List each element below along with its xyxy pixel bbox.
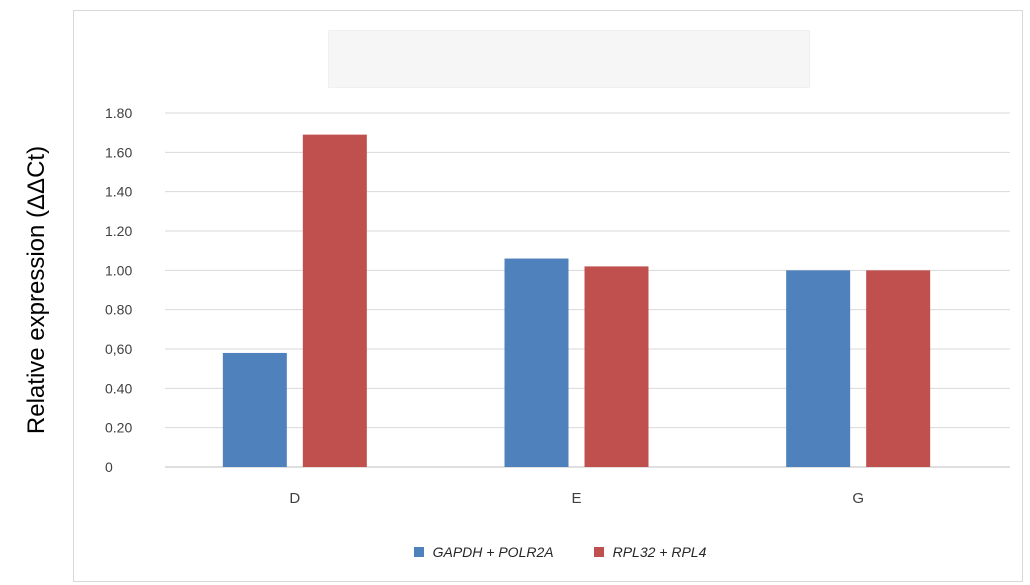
bar-d-series-1 bbox=[302, 134, 367, 467]
bar-e-series-1 bbox=[584, 266, 649, 467]
bar-g-series-1 bbox=[866, 270, 931, 467]
chart-title-box bbox=[328, 30, 810, 88]
y-tick-label: 0.40 bbox=[105, 380, 132, 396]
y-tick-label: 1.20 bbox=[105, 223, 132, 239]
y-tick-label: 0.20 bbox=[105, 420, 132, 436]
bar-d-series-0 bbox=[222, 352, 287, 467]
bar-e-series-0 bbox=[504, 258, 569, 467]
y-tick-label: 1.40 bbox=[105, 184, 132, 200]
y-tick-label: 0 bbox=[105, 459, 113, 475]
legend: GAPDH + POLR2A RPL32 + RPL4 bbox=[0, 540, 1030, 564]
x-category-label: E bbox=[571, 490, 581, 507]
legend-item-rpl32-rpl4: RPL32 + RPL4 bbox=[593, 544, 707, 560]
y-tick-label: 1.00 bbox=[105, 262, 132, 278]
x-category-label: G bbox=[852, 490, 864, 507]
x-category-label: D bbox=[289, 490, 300, 507]
legend-item-gapdh-polr2a: GAPDH + POLR2A bbox=[413, 544, 554, 560]
y-tick-label: 0,60 bbox=[105, 341, 132, 357]
bar-g-series-0 bbox=[786, 270, 851, 467]
axis-labels: 0 0.20 0.40 0,60 0.80 1.00 1.20 1.40 1.60 1.80 D E G bbox=[105, 105, 864, 507]
bars bbox=[222, 134, 931, 467]
legend-swatch-gapdh-polr2a bbox=[413, 547, 424, 557]
y-tick-label: 0.80 bbox=[105, 302, 132, 318]
y-tick-label: 1.60 bbox=[105, 144, 132, 160]
legend-label-rpl32-rpl4: RPL32 + RPL4 bbox=[612, 544, 707, 560]
legend-label-gapdh-polr2a: GAPDH + POLR2A bbox=[432, 544, 554, 560]
legend-swatch-rpl32-rpl4 bbox=[593, 547, 604, 557]
y-tick-label: 1.80 bbox=[105, 105, 132, 121]
